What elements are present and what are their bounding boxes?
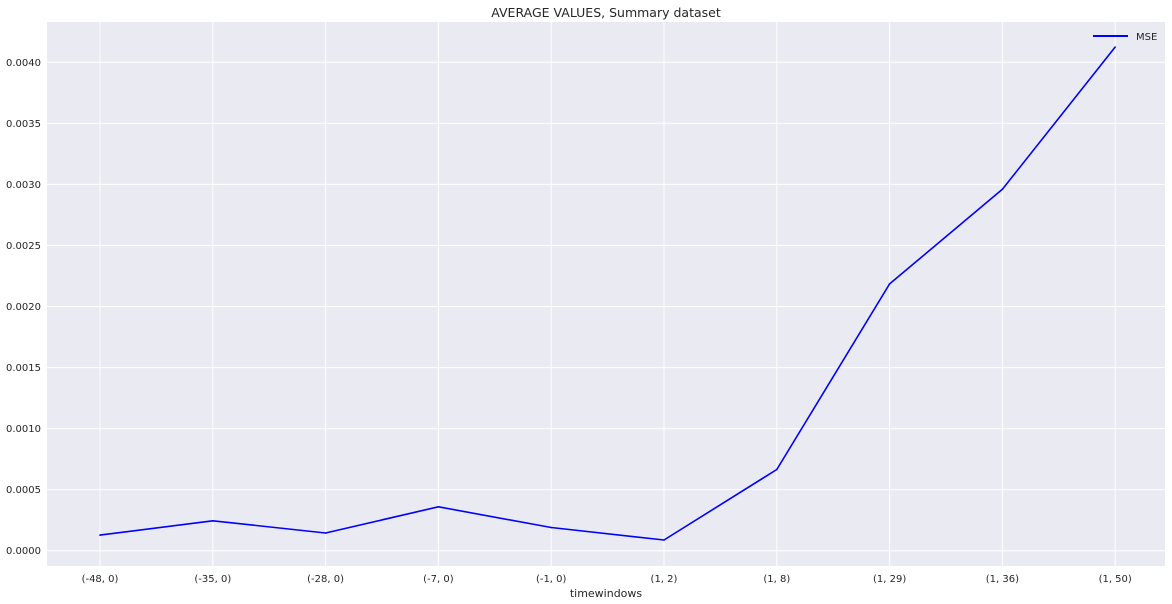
data-point xyxy=(324,532,327,534)
y-tick-label: 0.0000 xyxy=(6,546,41,557)
y-tick-labels: 0.0000 0.0005 0.0010 0.0015 0.0020 0.0025 0.00… xyxy=(6,58,41,557)
x-tick-labels: (-48, 0) (-35, 0) (-28, 0) (-7, 0) (-1, 0) (1… xyxy=(82,574,1132,585)
data-point xyxy=(99,534,101,536)
x-tick-label: (-7, 0) xyxy=(423,574,454,585)
data-point xyxy=(437,505,440,508)
data-point xyxy=(663,539,665,541)
legend-label-mse: MSE xyxy=(1136,32,1157,43)
data-point xyxy=(776,468,778,471)
x-tick-label: (1, 36) xyxy=(986,574,1019,585)
y-tick-label: 0.0030 xyxy=(6,180,41,191)
x-tick-label: (1, 8) xyxy=(763,574,790,585)
x-axis-label: timewindows xyxy=(570,587,643,600)
y-tick-label: 0.0025 xyxy=(6,241,41,252)
legend: MSE xyxy=(1093,32,1157,43)
x-tick-label: (1, 29) xyxy=(873,574,906,585)
x-tick-label: (-28, 0) xyxy=(307,574,344,585)
x-tick-label: (1, 50) xyxy=(1099,574,1132,585)
data-point xyxy=(550,526,552,529)
series-layer xyxy=(99,46,1116,541)
data-point xyxy=(888,283,891,285)
data-point xyxy=(212,520,214,522)
plot-background xyxy=(47,22,1165,566)
x-tick-label: (-35, 0) xyxy=(194,574,231,585)
y-tick-label: 0.0010 xyxy=(6,424,41,435)
x-tick-label: (-1, 0) xyxy=(536,574,567,585)
x-tick-label: (-48, 0) xyxy=(82,574,119,585)
data-point xyxy=(1114,46,1116,48)
y-tick-label: 0.0020 xyxy=(6,302,41,313)
series-line-mse xyxy=(99,46,1116,541)
chart-title: AVERAGE VALUES, Summary dataset xyxy=(491,5,721,20)
y-tick-label: 0.0035 xyxy=(6,119,41,130)
y-tick-label: 0.0015 xyxy=(6,363,41,374)
y-tick-label: 0.0005 xyxy=(6,485,41,496)
grid-lines xyxy=(47,22,1165,566)
x-tick-label: (1, 2) xyxy=(651,574,678,585)
y-tick-label: 0.0040 xyxy=(6,58,41,69)
data-point xyxy=(1001,188,1004,191)
